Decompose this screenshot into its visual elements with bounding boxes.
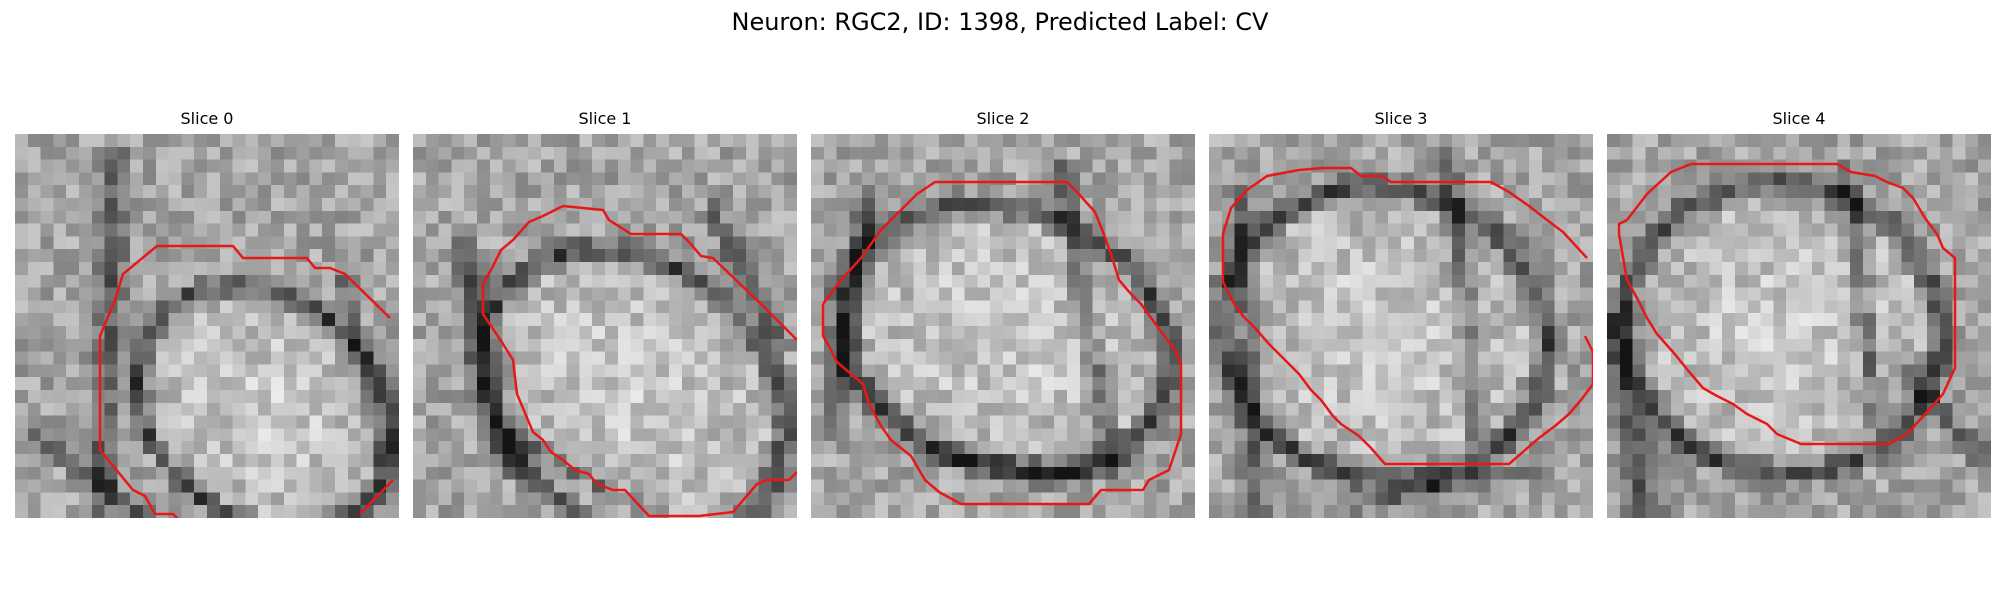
- segmentation-contour: [359, 479, 394, 515]
- slice-micrograph: [413, 134, 797, 518]
- pixel-grid: [1209, 134, 1593, 518]
- pixel-grid: [15, 134, 399, 518]
- pixel-grid: [811, 134, 1195, 518]
- segmentation-contour: [821, 180, 1183, 506]
- slice-panel-0: Slice 0: [15, 108, 399, 518]
- slice-panel-1: Slice 1: [413, 108, 797, 518]
- slice-title: Slice 3: [1374, 109, 1428, 128]
- pixel-grid: [1607, 134, 1991, 518]
- slice-micrograph: [811, 134, 1195, 518]
- segmentation-contour: [481, 204, 797, 518]
- slice-title: Slice 1: [578, 109, 632, 128]
- slice-title: Slice 4: [1772, 109, 1826, 128]
- slice-image: [15, 134, 399, 518]
- slice-image: [1607, 134, 1991, 518]
- segmentation-contour: [98, 244, 391, 518]
- slice-image: [811, 134, 1195, 518]
- slice-panel-2: Slice 2: [811, 108, 1195, 518]
- slice-image: [1209, 134, 1593, 518]
- segmentation-contour: [1617, 162, 1957, 446]
- figure-title: Neuron: RGC2, ID: 1398, Predicted Label:…: [731, 8, 1269, 36]
- slice-title: Slice 0: [180, 109, 234, 128]
- slice-micrograph: [15, 134, 399, 518]
- pixel-grid: [413, 134, 797, 518]
- slice-panel-3: Slice 3: [1209, 108, 1593, 518]
- slice-title: Slice 2: [976, 109, 1030, 128]
- slice-image: [413, 134, 797, 518]
- slice-micrograph: [1209, 134, 1593, 518]
- slice-micrograph: [1607, 134, 1991, 518]
- segmentation-contour: [1221, 166, 1593, 466]
- slice-panel-4: Slice 4: [1607, 108, 1991, 518]
